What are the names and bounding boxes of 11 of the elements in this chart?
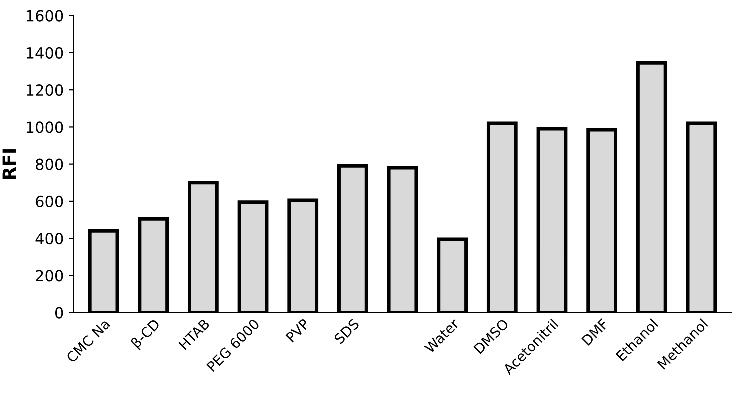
- y-tick-label: 1200: [26, 84, 64, 96]
- y-axis-title: RFI: [2, 150, 16, 180]
- y-tick-label: 0: [55, 307, 64, 319]
- x-tick-label: PVP: [286, 318, 310, 343]
- y-tick-label: 600: [36, 196, 64, 208]
- y-tick-label: 400: [36, 233, 64, 245]
- y-tick-label: 800: [36, 158, 64, 170]
- y-tick-label: 200: [36, 270, 64, 282]
- y-tick-label: 1400: [26, 47, 64, 59]
- y-tick-label: 1000: [26, 122, 64, 134]
- y-tick-label: 1600: [26, 10, 64, 22]
